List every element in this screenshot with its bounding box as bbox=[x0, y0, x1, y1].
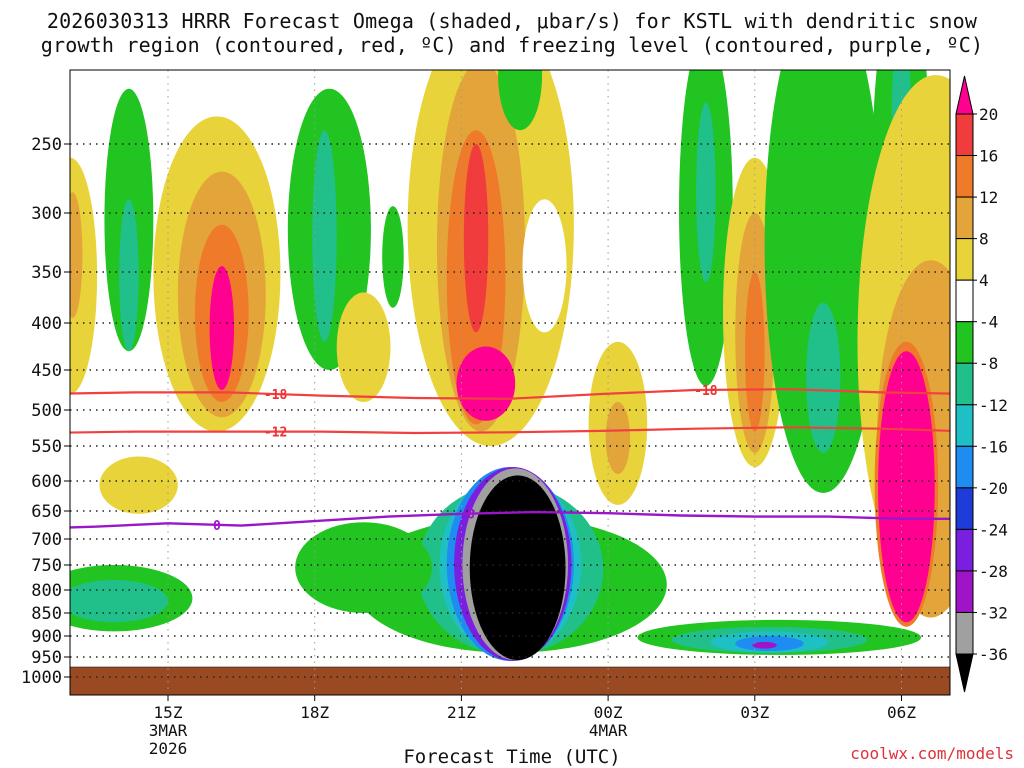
omega-green-mid-19Z bbox=[295, 522, 433, 613]
colorbar-swatch-0 bbox=[955, 113, 974, 157]
freezing-level-label-1: 0 bbox=[467, 508, 475, 523]
y-tick-label-350: 350 bbox=[31, 263, 62, 283]
colorbar-swatch-8 bbox=[955, 445, 974, 489]
colorbar-label-4: 4 bbox=[979, 271, 989, 290]
colorbar-swatch-2 bbox=[955, 196, 974, 240]
x-tick-date-00Z: 4MAR bbox=[589, 721, 628, 740]
colorbar-label-16: 16 bbox=[979, 147, 998, 166]
omega-magenta-core-06Z bbox=[878, 351, 935, 623]
y-tick-label-900: 900 bbox=[31, 627, 62, 647]
colorbar-swatch-1 bbox=[955, 155, 974, 198]
x-tick-label-00Z: 00Z bbox=[594, 703, 623, 722]
y-axis-ticks: 250 300 350 400 450 500 550 600 650 700 750 800 850 9… bbox=[21, 135, 70, 688]
colorbar-label--20: -20 bbox=[979, 479, 1008, 498]
omega-shading bbox=[70, 70, 950, 661]
x-tick-label-21Z: 21Z bbox=[447, 703, 476, 722]
colorbar-swatch-4 bbox=[955, 279, 974, 323]
omega-orange-blob-00Z bbox=[605, 402, 631, 474]
colorbar-swatch-3 bbox=[955, 238, 974, 281]
y-tick-label-700: 700 bbox=[31, 530, 62, 550]
y-tick-label-950: 950 bbox=[31, 648, 62, 668]
omega-teal-core-18Z bbox=[312, 130, 337, 342]
colorbar-label--36: -36 bbox=[979, 645, 1008, 664]
ground-layer bbox=[69, 666, 951, 696]
y-tick-label-600: 600 bbox=[31, 472, 62, 492]
omega-green-blob-20Z bbox=[382, 206, 404, 308]
omega-rose-core-21Z bbox=[463, 144, 489, 333]
freezing-level-label-0: 0 bbox=[213, 519, 221, 534]
colorbar-label-12: 12 bbox=[979, 188, 998, 207]
x-tick-date-15Z: 3MAR bbox=[149, 721, 188, 740]
x-tick-label-03Z: 03Z bbox=[740, 703, 769, 722]
omega-teal-core-04Z bbox=[806, 302, 841, 453]
colorbar-label--32: -32 bbox=[979, 603, 1008, 622]
colorbar-swatch-6 bbox=[955, 362, 974, 406]
omega-green-plume-04Z bbox=[764, 70, 882, 493]
omega-orange-core-14Z bbox=[70, 192, 83, 318]
colorbar-label--8: -8 bbox=[979, 354, 998, 373]
colorbar-label--28: -28 bbox=[979, 562, 1008, 581]
y-tick-label-1000: 1000 bbox=[21, 668, 62, 688]
colorbar-swatch-5 bbox=[955, 321, 974, 364]
x-tick-label-15Z: 15Z bbox=[154, 703, 183, 722]
freezing-level-contour bbox=[70, 510, 950, 529]
y-tick-label-250: 250 bbox=[31, 135, 62, 155]
colorbar-top-arrow bbox=[955, 75, 974, 115]
y-tick-label-800: 800 bbox=[31, 581, 62, 601]
colorbar-label-20: 20 bbox=[979, 105, 998, 124]
x-tick-label-18Z: 18Z bbox=[300, 703, 329, 722]
dendritic-contour--12 bbox=[70, 426, 950, 435]
omega-black-core-22Z bbox=[469, 475, 566, 661]
colorbar-swatch-12 bbox=[955, 611, 974, 655]
colorbar: 20 16 12 8 4 -4 -8 -12 -16 -20 -24 -28 -32 -36 bbox=[955, 75, 1008, 693]
colorbar-label--24: -24 bbox=[979, 520, 1008, 539]
colorbar-swatch-7 bbox=[955, 404, 974, 447]
omega-magenta-core-21Z bbox=[456, 346, 516, 421]
omega-magenta-core-16Z bbox=[209, 266, 235, 390]
colorbar-label--12: -12 bbox=[979, 396, 1008, 415]
colorbar-swatch-11 bbox=[955, 570, 974, 613]
credit-label: coolwx.com/models bbox=[850, 744, 1014, 763]
x-tick-label-06Z: 06Z bbox=[887, 703, 916, 722]
y-tick-label-300: 300 bbox=[31, 204, 62, 224]
colorbar-label-8: 8 bbox=[979, 230, 989, 249]
omega-red-core-03Z bbox=[745, 272, 765, 432]
dendritic-contour-label--12-0: -12 bbox=[264, 426, 287, 441]
ground-surface bbox=[69, 666, 951, 696]
y-tick-label-450: 450 bbox=[31, 361, 62, 381]
y-tick-label-750: 750 bbox=[31, 556, 62, 576]
y-tick-label-850: 850 bbox=[31, 604, 62, 624]
colorbar-bottom-arrow bbox=[955, 653, 974, 693]
colorbar-swatch-10 bbox=[955, 528, 974, 572]
chart-title-line-2: growth region (contoured, red, ºC) and f… bbox=[40, 33, 984, 57]
colorbar-swatch-9 bbox=[955, 487, 974, 530]
y-tick-label-550: 550 bbox=[31, 437, 62, 457]
chart-title-line-1: 2026030313 HRRR Forecast Omega (shaded, … bbox=[46, 9, 978, 33]
colorbar-label--4: -4 bbox=[979, 313, 998, 332]
x-tick-year-15Z: 2026 bbox=[149, 739, 188, 758]
y-tick-label-500: 500 bbox=[31, 401, 62, 421]
omega-white-gap-22Z bbox=[522, 199, 567, 333]
omega-teal-low-15Z bbox=[70, 580, 168, 623]
dendritic-contour-label--18-0: -18 bbox=[264, 388, 288, 403]
gridlines bbox=[70, 70, 950, 695]
omega-yellow-blob-15Z bbox=[99, 456, 178, 514]
temperature-contours: -18 -18 -12 0 0 bbox=[70, 384, 950, 534]
omega-teal-core-02Z bbox=[696, 102, 716, 283]
omega-yellow-blob-19Z bbox=[336, 292, 391, 403]
plot-frame bbox=[69, 69, 951, 696]
y-tick-label-400: 400 bbox=[31, 314, 62, 334]
colorbar-label--16: -16 bbox=[979, 437, 1008, 456]
omega-green-top-22Z bbox=[498, 70, 543, 131]
x-axis-title: Forecast Time (UTC) bbox=[403, 746, 621, 768]
dendritic-contour-label--18-1: -18 bbox=[694, 384, 718, 399]
omega-purple-low-03Z bbox=[752, 641, 777, 649]
dendritic-contour--18 bbox=[70, 388, 950, 400]
omega-teal-core-15Z bbox=[119, 199, 139, 352]
y-tick-label-650: 650 bbox=[31, 502, 62, 522]
